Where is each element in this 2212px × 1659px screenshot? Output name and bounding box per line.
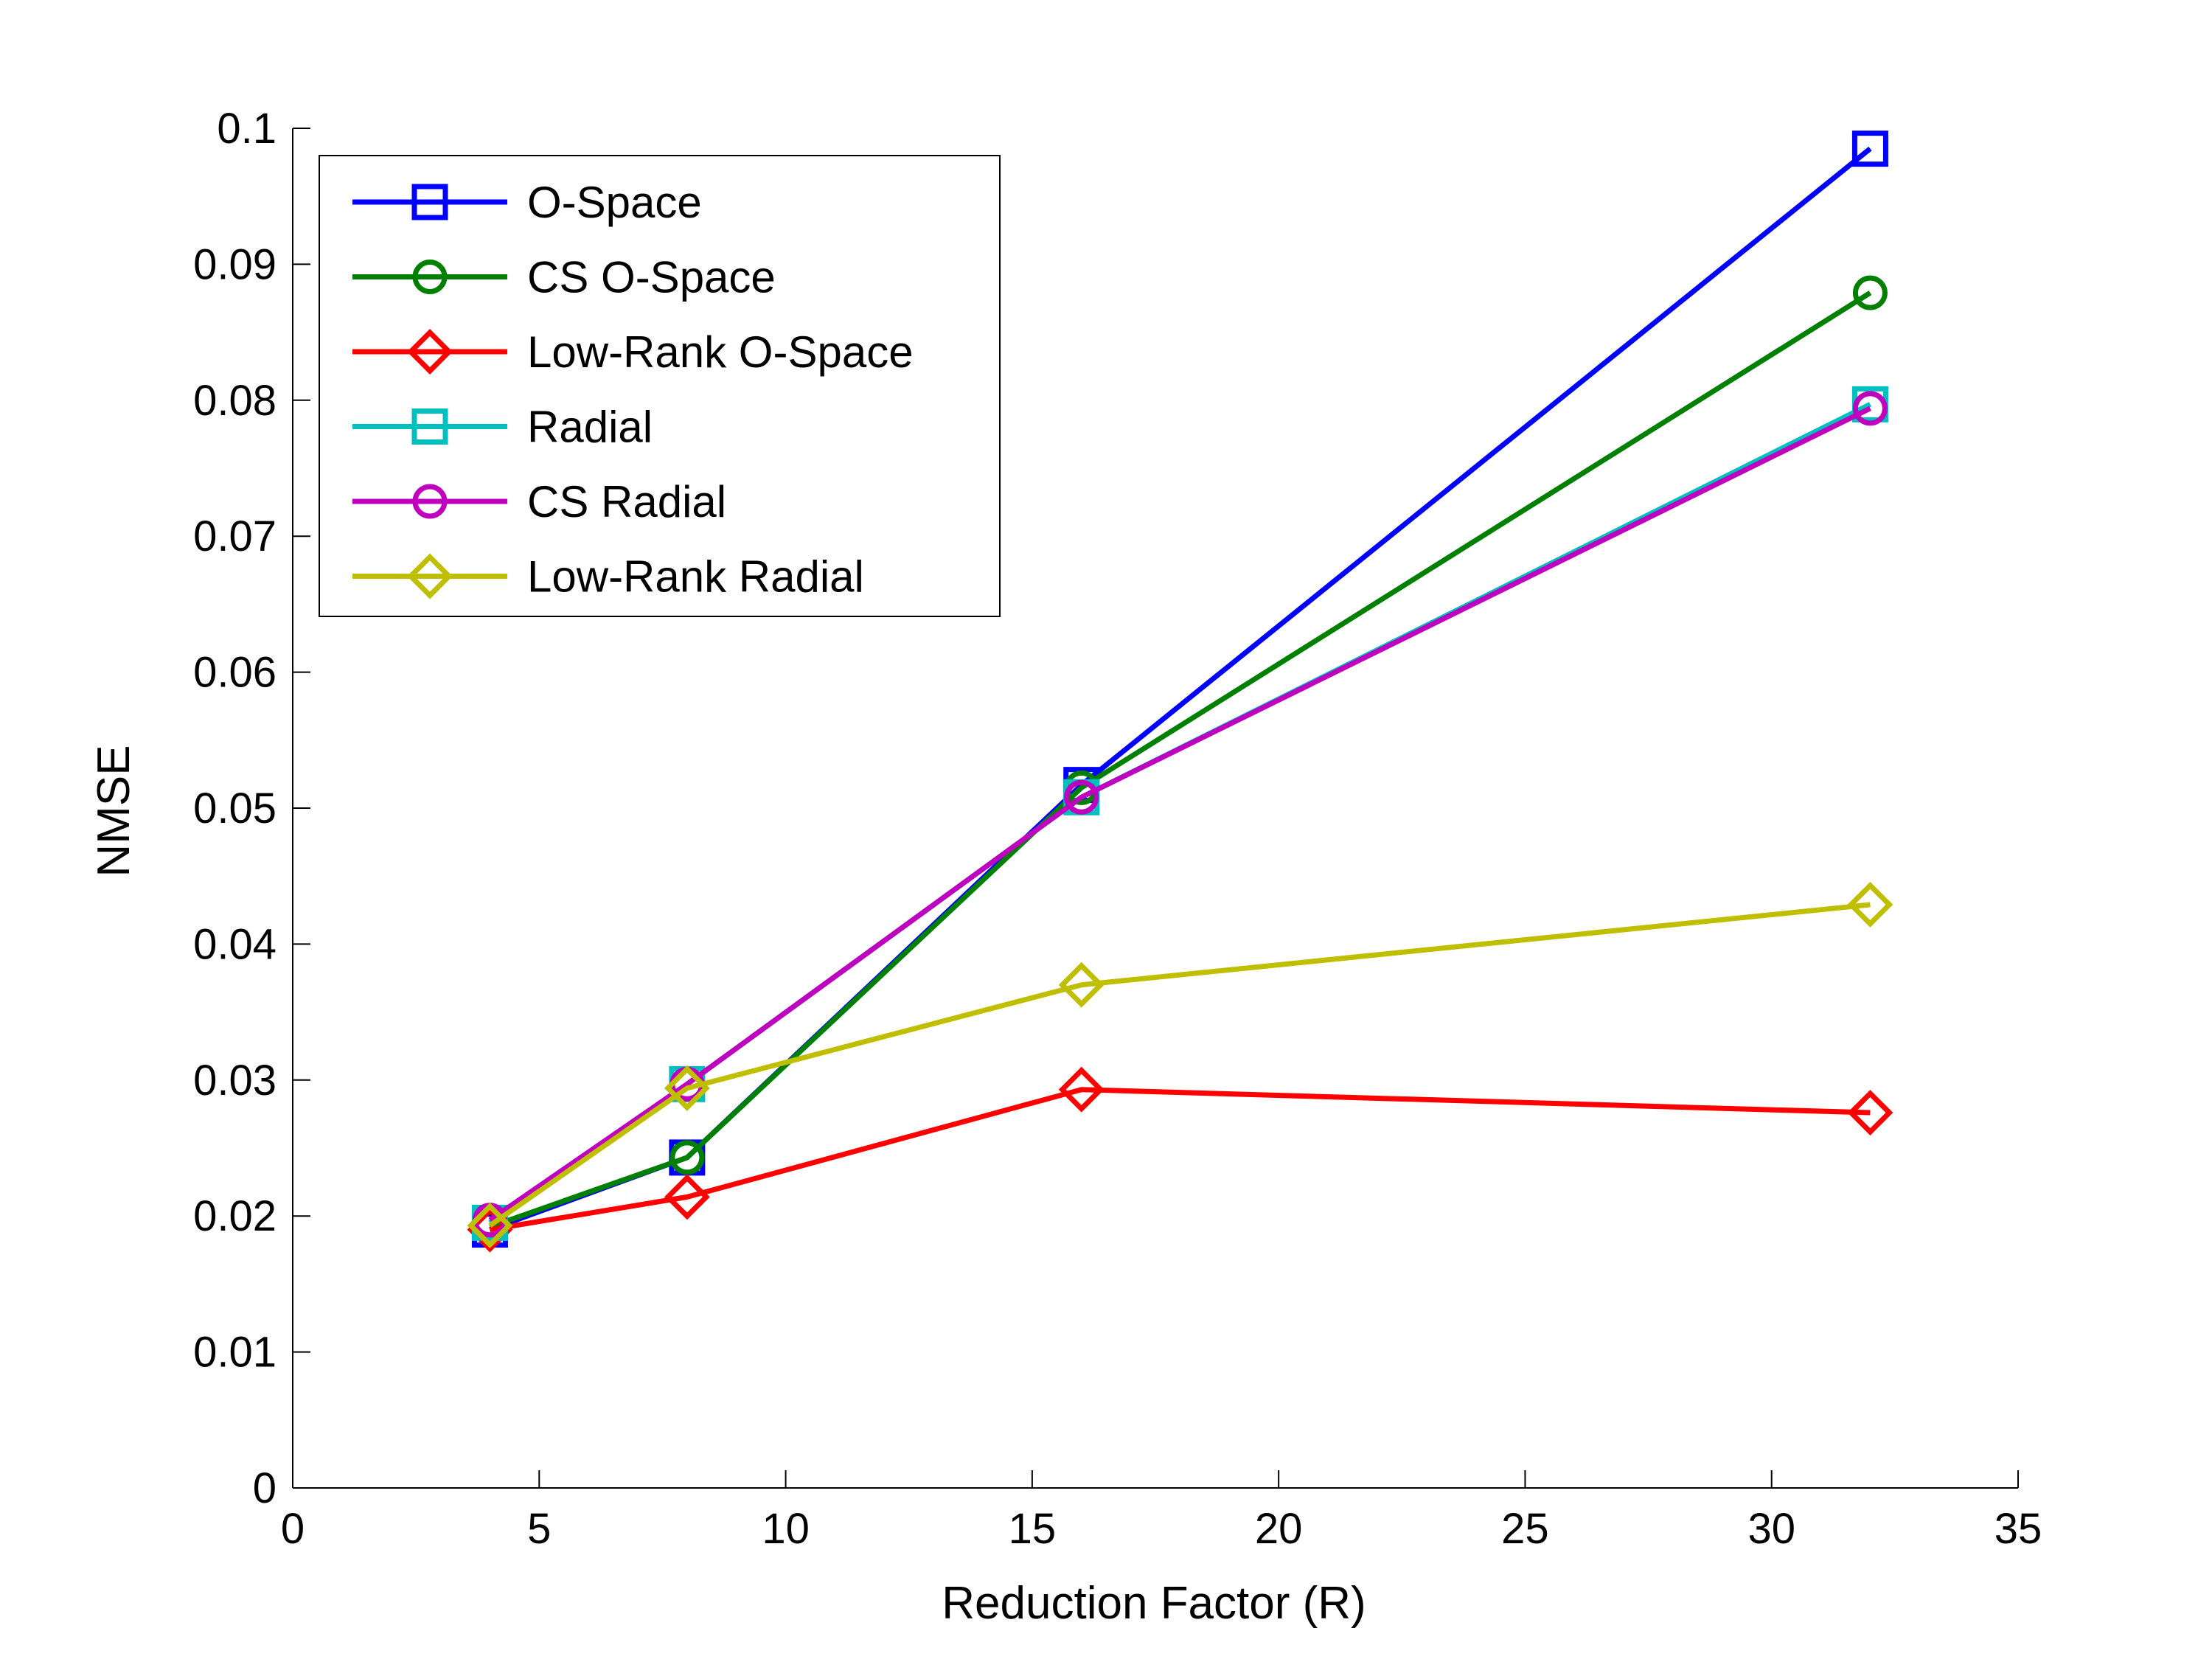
x-tick-label: 35 [1994, 1505, 2042, 1553]
data-point-low-rank-radial [1058, 961, 1105, 1008]
y-tick-label: 0.07 [193, 512, 276, 560]
legend-box [319, 155, 1001, 617]
axes: 0 5 10 15 20 25 30 35 0 0.01 0.02 0.03 0.04 0.05 0.06 0… [193, 105, 2042, 1553]
legend-item-low-rank-o-space: Low-Rank O-Space [352, 327, 914, 377]
data-point-low-rank-radial [467, 1203, 513, 1249]
data-point-cs-radial [1064, 779, 1099, 815]
data-point-cs-o-space [669, 1140, 705, 1175]
y-tick-label: 0.1 [217, 105, 276, 153]
y-tick-label: 0.01 [193, 1329, 276, 1377]
data-point-low-rank-radial [1847, 881, 1893, 928]
data-point-cs-radial [1852, 391, 1888, 426]
legend-label: Low-Rank O-Space [527, 327, 914, 377]
legend-item-low-rank-radial: Low-Rank Radial [352, 552, 864, 602]
y-tick-label: 0.06 [193, 649, 276, 697]
legend-label: CS Radial [527, 477, 726, 526]
legend-item-cs-radial: CS Radial [352, 477, 726, 526]
legend-label: Radial [527, 403, 653, 452]
y-tick-label: 0.02 [193, 1192, 276, 1240]
x-tick-label: 0 [281, 1505, 305, 1553]
x-tick-label: 10 [762, 1505, 810, 1553]
data-point-low-rank-o-space [1058, 1066, 1105, 1113]
legend-swatch-marker [412, 484, 448, 519]
x-axis-title: Reduction Factor (R) [942, 1578, 1366, 1629]
legend-label: CS O-Space [527, 253, 776, 302]
data-point-cs-o-space [1852, 275, 1888, 310]
series-low-rank-radial [467, 881, 1893, 1249]
x-tick-label: 5 [527, 1505, 551, 1553]
y-axis-title: NMSE [88, 745, 139, 877]
legend-item-radial: Radial [352, 403, 653, 452]
data-point-o-space [1851, 131, 1888, 167]
legend-swatch-marker [407, 553, 453, 599]
data-point-low-rank-o-space [664, 1174, 710, 1220]
series-line-cs-o-space [489, 291, 1872, 1230]
x-tick-label: 20 [1255, 1505, 1303, 1553]
legend-item-o-space: O-Space [352, 178, 702, 227]
plot-series [467, 131, 1893, 1253]
series-line-low-rank-radial [488, 902, 1871, 1228]
y-tick-label: 0.03 [193, 1057, 276, 1105]
series-line-cs-radial [488, 406, 1871, 1222]
legend-swatch-marker [411, 408, 448, 445]
legend: O-Space CS O-Space Low-Rank O-Space Radial C… [319, 155, 1001, 617]
legend-swatch-marker [411, 184, 448, 220]
legend-label: O-Space [527, 178, 702, 227]
y-tick-label: 0 [253, 1464, 276, 1512]
data-point-low-rank-o-space [1847, 1090, 1893, 1136]
y-tick-label: 0.05 [193, 785, 276, 832]
data-point-low-rank-radial [664, 1065, 710, 1111]
legend-swatch-marker [412, 260, 448, 294]
legend-label: Low-Rank Radial [527, 552, 864, 602]
y-tick-label: 0.04 [193, 920, 276, 968]
legend-swatch-marker [407, 329, 453, 375]
series-line-low-rank-o-space [489, 1087, 1871, 1233]
y-tick-label: 0.09 [193, 240, 276, 288]
y-tick-label: 0.08 [193, 377, 276, 425]
x-tick-label: 15 [1009, 1505, 1057, 1553]
x-tick-label: 25 [1501, 1505, 1549, 1553]
legend-item-cs-o-space: CS O-Space [352, 253, 776, 302]
x-tick-label: 30 [1747, 1505, 1795, 1553]
